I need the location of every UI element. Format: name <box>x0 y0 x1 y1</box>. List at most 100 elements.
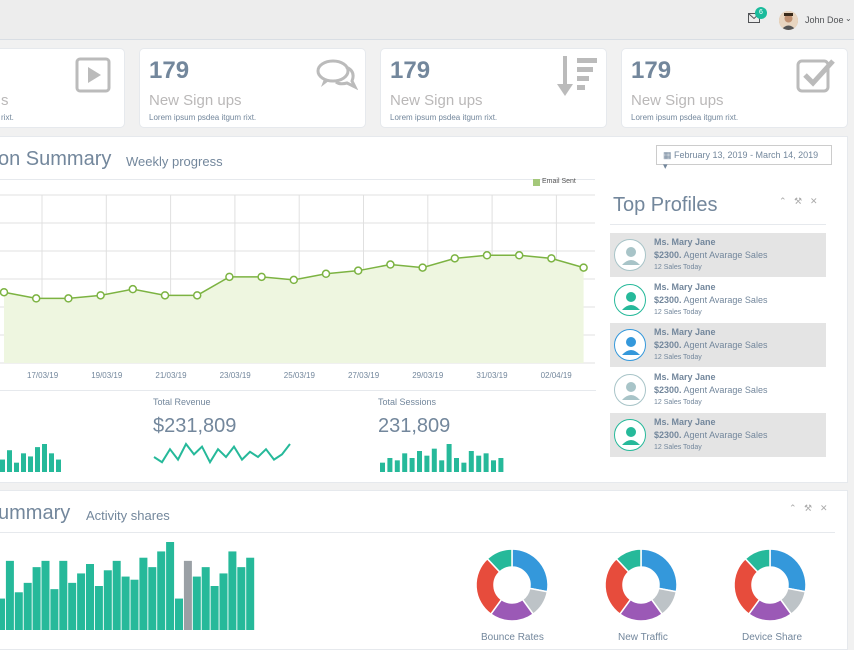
wrench-icon[interactable]: ⚒ <box>794 196 803 206</box>
collapse-icon[interactable]: ⌃ <box>779 196 787 206</box>
profile-item[interactable]: Ms. Mary Jane $2300. Agent Avarage Sales 1… <box>610 233 826 277</box>
profile-sales-today: 12 Sales Today <box>654 444 702 451</box>
activity-subtitle: Activity shares <box>86 508 170 523</box>
caret-down-icon: ▾ <box>663 161 668 171</box>
activity-bar <box>139 557 148 630</box>
mini-bar <box>0 459 5 472</box>
activity-bar <box>210 586 219 630</box>
date-range-picker[interactable]: ▦ February 13, 2019 - March 14, 2019 ▾ <box>656 145 832 171</box>
tile-label: s <box>1 92 9 109</box>
mini-bar <box>446 444 452 472</box>
divider <box>610 224 826 225</box>
chevron-down-icon[interactable]: ⌄ <box>845 14 852 23</box>
profile-item[interactable]: Ms. Mary Jane $2300. Agent Avarage Sales 1… <box>610 278 826 322</box>
data-point <box>386 260 395 269</box>
activity-title: ummary <box>0 502 71 524</box>
data-point <box>450 254 460 263</box>
device-share-label: Device Share <box>742 632 803 643</box>
data-point <box>64 294 73 303</box>
area-fill <box>4 255 584 363</box>
weekly-progress-chart <box>0 194 595 364</box>
activity-bar <box>201 567 210 630</box>
profile-item[interactable]: Ms. Mary Jane $2300. Agent Avarage Sales 1… <box>610 413 826 457</box>
profile-item[interactable]: Ms. Mary Jane $2300. Agent Avarage Sales 1… <box>610 323 826 367</box>
donut-slice <box>769 548 807 593</box>
total-revenue-label: Total Revenue <box>153 397 211 407</box>
total-sessions-value: 231,809 <box>378 415 451 437</box>
mini-bar <box>49 453 54 472</box>
donut-slice <box>486 548 513 573</box>
activity-bar <box>5 560 14 630</box>
summary-subtitle: Weekly progress <box>126 154 223 169</box>
x-tick-label: 17/03/19 <box>27 371 59 380</box>
stat-tile-4: 179 New Sign ups Lorem ipsum psdea itgum… <box>621 48 848 128</box>
x-tick-label: 27/03/19 <box>348 371 380 380</box>
profile-item[interactable]: Ms. Mary Jane $2300. Agent Avarage Sales 1… <box>610 368 826 412</box>
user-icon <box>614 329 646 361</box>
tile-sub: Lorem ipsum psdea itgum rixt. <box>149 113 257 122</box>
stat-tile-2: 179 New Sign ups Lorem ipsum psdea itgum… <box>139 48 366 128</box>
data-point <box>96 291 105 300</box>
data-point <box>547 254 556 263</box>
tile-label: New Sign ups <box>631 92 724 109</box>
mini-bar <box>21 453 26 472</box>
data-point <box>225 272 234 282</box>
x-tick-label: 29/03/19 <box>412 371 444 380</box>
profile-name: Ms. Mary Jane <box>654 327 716 337</box>
x-tick-label: 31/03/19 <box>476 371 508 380</box>
data-point <box>579 263 588 272</box>
activity-bar <box>50 589 59 630</box>
bounce-rates-label: Bounce Rates <box>481 632 544 643</box>
summary-title: on Summary <box>0 148 112 170</box>
mini-bar <box>394 460 400 472</box>
profile-sales: $2300. Agent Avarage Sales <box>654 340 768 350</box>
activity-bar <box>41 560 50 630</box>
data-point <box>192 291 202 300</box>
play-icon <box>75 57 111 93</box>
mini-bar <box>417 451 422 472</box>
total-revenue-value: $231,809 <box>153 415 237 437</box>
user-name[interactable]: John Doe <box>805 15 844 25</box>
wrench-icon[interactable]: ⚒ <box>804 503 813 513</box>
close-icon[interactable]: ✕ <box>810 196 818 206</box>
tile-sub: Lorem ipsum psdea itgum rixt. <box>631 113 739 122</box>
donut-slice <box>744 548 771 573</box>
mini-bar <box>42 444 47 472</box>
activity-bar <box>68 582 77 630</box>
close-icon[interactable]: ✕ <box>820 503 828 513</box>
data-point <box>289 275 299 285</box>
tile-number: 179 <box>631 57 672 84</box>
collapse-icon[interactable]: ⌃ <box>789 503 797 513</box>
activity-bar <box>148 567 157 630</box>
activity-bar <box>77 573 86 630</box>
mini-bar-chart-left <box>0 444 61 472</box>
tile-label: New Sign ups <box>390 92 483 109</box>
mini-bar <box>14 462 19 472</box>
activity-bar <box>103 570 112 630</box>
data-point <box>353 266 363 275</box>
profile-name: Ms. Mary Jane <box>654 417 716 427</box>
user-avatar[interactable] <box>779 11 798 30</box>
top-profiles-title: Top Profiles <box>613 194 718 216</box>
data-point <box>321 269 331 279</box>
legend-label: Email Sent <box>542 178 576 185</box>
legend-swatch <box>533 179 540 186</box>
total-sessions-label: Total Sessions <box>378 397 437 407</box>
activity-bar <box>175 598 183 630</box>
notification-badge: 6 <box>755 7 767 19</box>
tile-sub: Lorem ipsum psdea itgum rixt. <box>390 113 498 122</box>
sort-desc-icon <box>557 56 597 96</box>
user-icon <box>614 374 646 406</box>
sparkline <box>153 442 291 465</box>
activity-bar <box>166 542 175 630</box>
mini-bar <box>402 453 408 472</box>
new-traffic-label: New Traffic <box>618 632 668 643</box>
divider <box>0 532 835 533</box>
data-point <box>418 263 427 272</box>
revenue-sparkline <box>153 442 291 465</box>
divider <box>0 390 596 391</box>
profile-sales-today: 12 Sales Today <box>654 354 702 361</box>
activity-bar <box>228 551 237 630</box>
mini-bar <box>35 447 40 472</box>
mini-bar <box>454 458 459 472</box>
